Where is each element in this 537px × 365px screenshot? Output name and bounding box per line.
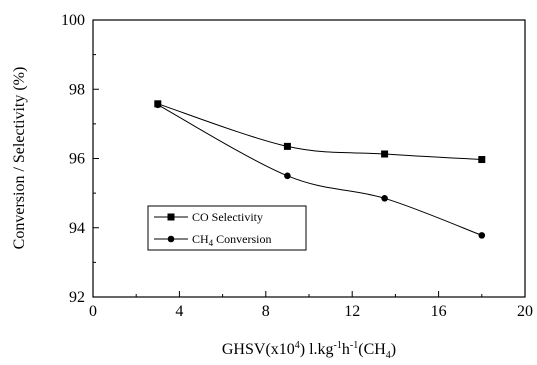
data-point-co-selectivity	[283, 142, 291, 150]
series-line-ch4-conversion	[157, 104, 482, 236]
x-axis-label: GHSV(x104) l.kg-1h-1(CH4)	[222, 340, 396, 361]
y-axis-ticks	[93, 19, 99, 298]
data-point-ch4-conversion	[381, 195, 388, 202]
x-axis-ticks	[92, 291, 526, 297]
x-tick-label: 20	[517, 303, 533, 320]
data-point-co-selectivity	[381, 150, 389, 158]
series-line-co-selectivity	[157, 103, 482, 161]
data-point-ch4-conversion	[284, 172, 291, 180]
y-tick-label: 96	[69, 151, 85, 168]
y-tick-label: 100	[61, 12, 85, 29]
legend-label-ch4-conversion: CH4 Conversion	[192, 232, 272, 248]
legend: CO Selectivity CH4 Conversion	[147, 205, 307, 251]
y-axis-tick-labels: 92 94 96 98 100	[61, 12, 85, 306]
y-tick-label: 98	[69, 81, 85, 98]
legend-label-co-selectivity: CO Selectivity	[192, 210, 263, 224]
x-tick-label: 8	[262, 303, 270, 320]
y-tick-label: 92	[69, 289, 85, 306]
data-point-ch4-conversion	[154, 101, 162, 109]
y-axis-label: Conversion / Selectivity (%)	[11, 67, 28, 250]
x-tick-label: 12	[344, 303, 360, 320]
x-axis-tick-labels: 0 4 8 12 16 20	[89, 303, 533, 320]
x-tick-label: 16	[431, 303, 447, 320]
legend-marker-co-selectivity	[167, 213, 175, 221]
series-layer	[154, 100, 486, 239]
legend-box	[147, 205, 307, 251]
x-tick-label: 4	[175, 303, 183, 320]
data-point-ch4-conversion	[478, 232, 486, 239]
x-tick-label: 0	[89, 303, 97, 320]
legend-marker-ch4-conversion	[167, 235, 175, 243]
y-tick-label: 94	[69, 220, 85, 237]
data-point-co-selectivity	[478, 156, 486, 164]
